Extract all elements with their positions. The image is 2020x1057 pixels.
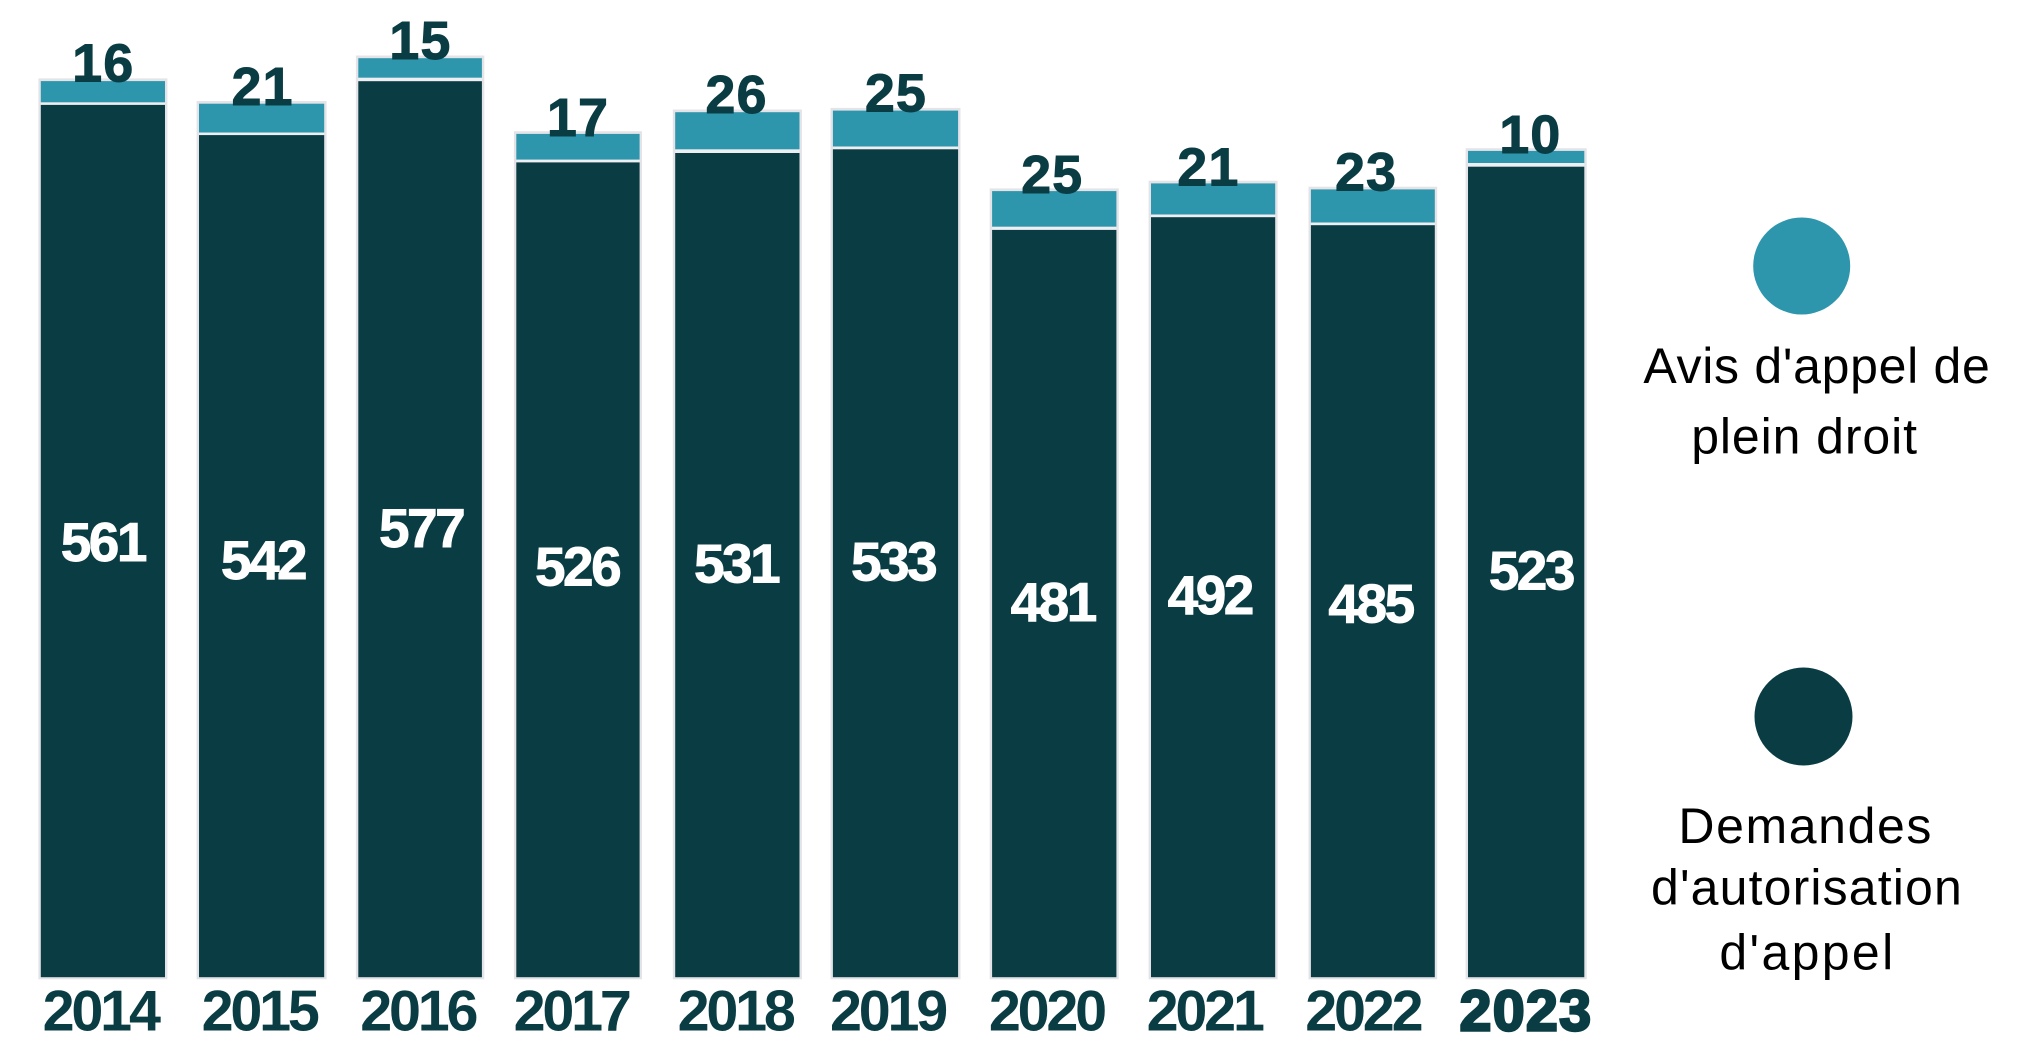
svg-text:2014: 2014 <box>43 980 161 1044</box>
svg-text:561: 561 <box>61 511 147 573</box>
svg-text:531: 531 <box>694 532 780 594</box>
svg-text:2016: 2016 <box>360 980 476 1044</box>
svg-text:2023: 2023 <box>1460 980 1593 1044</box>
svg-text:d'appel: d'appel <box>1719 925 1895 981</box>
svg-text:plein droit: plein droit <box>1691 409 1918 465</box>
svg-text:17: 17 <box>547 88 609 148</box>
svg-text:Avis d'appel de: Avis d'appel de <box>1643 338 1990 394</box>
svg-text:523: 523 <box>1489 540 1574 602</box>
svg-text:485: 485 <box>1328 573 1414 635</box>
svg-text:2015: 2015 <box>202 980 319 1044</box>
svg-text:21: 21 <box>1177 137 1239 197</box>
svg-text:26: 26 <box>705 65 767 125</box>
svg-text:25: 25 <box>1021 145 1083 205</box>
svg-text:577: 577 <box>379 497 464 559</box>
svg-text:15: 15 <box>389 11 451 71</box>
svg-text:21: 21 <box>231 57 293 117</box>
svg-text:10: 10 <box>1499 105 1561 165</box>
svg-text:16: 16 <box>72 34 134 94</box>
svg-text:2020: 2020 <box>989 980 1105 1044</box>
svg-text:25: 25 <box>865 63 927 123</box>
svg-text:2018: 2018 <box>678 980 795 1044</box>
svg-text:2019: 2019 <box>830 980 946 1044</box>
svg-text:2022: 2022 <box>1305 980 1421 1044</box>
svg-text:23: 23 <box>1335 142 1397 202</box>
svg-text:526: 526 <box>535 535 620 597</box>
svg-text:481: 481 <box>1011 571 1097 633</box>
svg-text:542: 542 <box>221 529 306 591</box>
svg-text:533: 533 <box>851 530 936 592</box>
svg-text:2021: 2021 <box>1147 980 1264 1044</box>
svg-text:Demandes: Demandes <box>1678 798 1933 854</box>
svg-text:2017: 2017 <box>514 980 630 1044</box>
svg-text:492: 492 <box>1168 564 1253 626</box>
svg-text:d'autorisation: d'autorisation <box>1651 860 1963 916</box>
